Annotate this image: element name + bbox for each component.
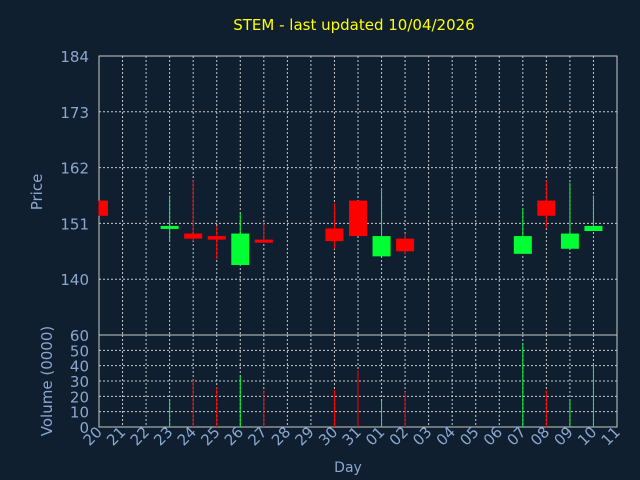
price-panel: 140 151 162 173 184 xyxy=(60,48,618,336)
candle-body xyxy=(207,236,226,240)
candle-body xyxy=(160,225,179,229)
volume-tick-label: 50 xyxy=(70,342,89,360)
volume-tick-label: 40 xyxy=(70,358,89,376)
candle-body xyxy=(325,228,344,242)
candle-body xyxy=(231,233,250,265)
price-tick-label: 173 xyxy=(60,104,89,122)
candle-body xyxy=(537,200,556,216)
candle-body xyxy=(372,236,391,257)
candle-body xyxy=(184,233,203,239)
price-tick-label: 162 xyxy=(60,160,89,178)
volume-tick-label: 20 xyxy=(70,388,89,406)
volume-tick-label: 10 xyxy=(70,404,89,422)
price-tick-label: 151 xyxy=(60,215,89,233)
volume-tick-label: 60 xyxy=(70,327,89,345)
candle-body xyxy=(349,200,367,237)
candle-body xyxy=(254,239,273,243)
chart-title: STEM - last updated 10/04/2026 xyxy=(233,16,474,34)
candle-body xyxy=(513,236,532,254)
candle-body xyxy=(396,238,415,252)
candle-body xyxy=(560,233,579,249)
price-tick-label: 140 xyxy=(60,271,89,289)
price-tick-label: 184 xyxy=(60,48,89,66)
candle-body xyxy=(584,225,603,232)
volume-tick-label: 0 xyxy=(79,419,89,437)
price-axis-label: Price xyxy=(28,174,46,211)
x-axis-label: Day xyxy=(334,460,362,476)
volume-axis-label: Volume (0000) xyxy=(38,326,56,436)
volume-tick-label: 30 xyxy=(70,373,89,391)
x-axis: 2021222324252627282930310102030405060708… xyxy=(80,423,624,449)
candle-body xyxy=(99,200,108,216)
